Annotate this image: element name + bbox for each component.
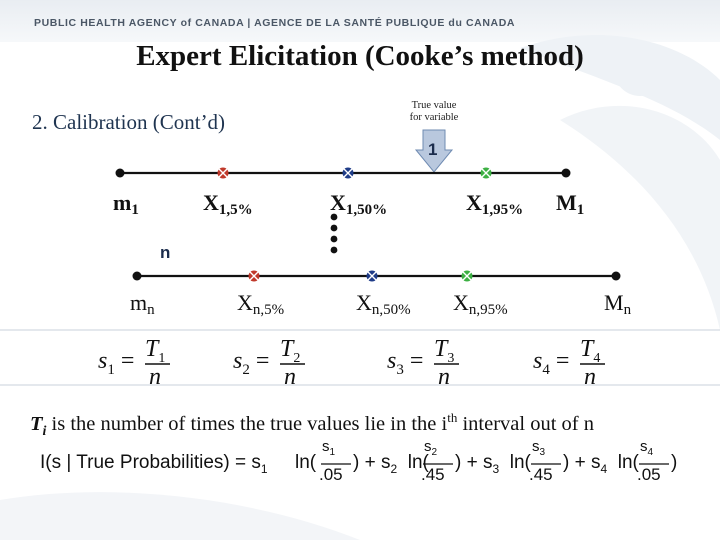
info-formula-lhs: I(s | True Probabilities) = s1 <box>40 452 268 476</box>
agency-name: PUBLIC HEALTH AGENCY of CANADA | AGENCE … <box>34 17 516 29</box>
score-formula-s1-denominator: n <box>149 364 161 390</box>
score-formula-s3: s3 = <box>387 348 424 378</box>
expert-n-marker: n <box>160 243 171 262</box>
quantile-95-point-1 <box>480 167 492 179</box>
slide-subtitle: 2. Calibration (Cont’d) <box>32 110 226 134</box>
label-mn: mn <box>130 290 155 318</box>
quantile-50-point-1 <box>342 167 354 179</box>
min-point-n <box>132 271 142 281</box>
true-value-label: True value for variable <box>398 100 470 124</box>
label-Mn: Mn <box>604 290 632 318</box>
ellipsis-dot <box>330 213 338 221</box>
true-value-marker-1: 1 <box>428 140 438 159</box>
ellipsis-dot <box>330 235 338 243</box>
quantile-5-point-n <box>248 270 260 282</box>
score-formula-s4-denominator: n <box>584 364 596 390</box>
label-x1-5: X1,5% <box>203 190 253 218</box>
label-M1: M1 <box>556 190 585 218</box>
ellipsis-dot <box>330 224 338 232</box>
quantile-95-point-n <box>461 270 473 282</box>
true-value-arrow-icon <box>414 129 454 173</box>
quantile-50-point-n <box>366 270 378 282</box>
score-formula-s2: s2 = <box>233 348 270 378</box>
max-point-1 <box>561 168 571 178</box>
score-formula-s4: s4 = <box>533 348 570 378</box>
max-point-n <box>611 271 621 281</box>
ellipsis-dot <box>330 246 338 254</box>
quantile-5-point-1 <box>217 167 229 179</box>
label-xn-95: Xn,95% <box>453 290 508 318</box>
score-formula-s3-denominator: n <box>438 364 450 390</box>
score-formula-s2-denominator: n <box>284 364 296 390</box>
slide-title: Expert Elicitation (Cooke’s method) <box>136 40 584 72</box>
information-score-formula: I(s | True Probabilities) = s1 ln( s1 .0… <box>40 438 678 484</box>
ti-definition-sentence: Ti is the number of times the true value… <box>30 410 594 439</box>
label-x1-50: X1,50% <box>330 190 388 218</box>
agency-banner: PUBLIC HEALTH AGENCY of CANADA | AGENCE … <box>0 0 720 42</box>
label-xn-5: Xn,5% <box>237 290 285 318</box>
min-point-1 <box>115 168 125 178</box>
score-formula-s4-numerator: T4 <box>580 336 601 366</box>
score-formula-s3-numerator: T3 <box>434 336 455 366</box>
score-formula-s1-numerator: T1 <box>145 336 166 366</box>
score-formula-s2-numerator: T2 <box>280 336 301 366</box>
label-xn-50: Xn,50% <box>356 290 411 318</box>
label-m1: m1 <box>113 190 139 218</box>
true-value-label-line2: for variable <box>409 112 459 123</box>
score-formula-s1: s1 = <box>98 348 135 378</box>
label-x1-95: X1,95% <box>466 190 524 218</box>
true-value-label-line1: True value <box>411 100 457 111</box>
